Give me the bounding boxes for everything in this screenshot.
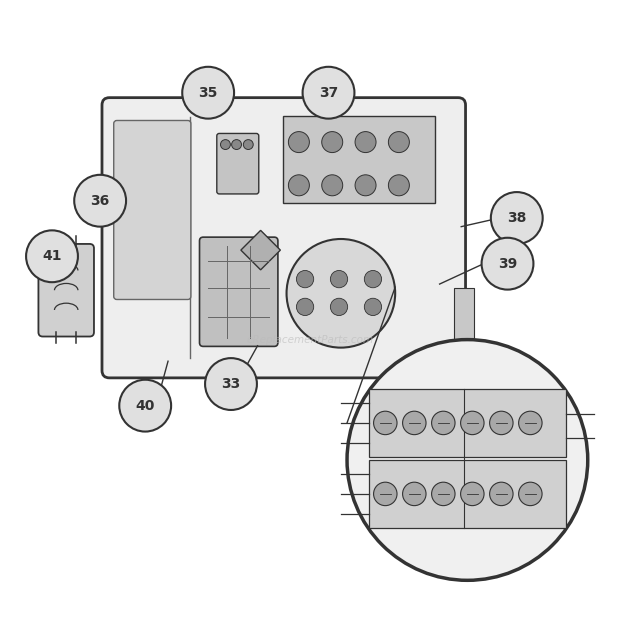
- Text: 37: 37: [319, 86, 338, 100]
- Circle shape: [322, 175, 343, 196]
- Circle shape: [221, 140, 231, 149]
- Circle shape: [518, 411, 542, 434]
- Circle shape: [74, 175, 126, 226]
- Circle shape: [388, 132, 409, 153]
- Circle shape: [490, 482, 513, 506]
- FancyBboxPatch shape: [200, 237, 278, 347]
- Circle shape: [374, 411, 397, 434]
- Circle shape: [322, 132, 343, 153]
- FancyBboxPatch shape: [369, 460, 566, 528]
- Circle shape: [296, 270, 314, 287]
- Circle shape: [432, 411, 455, 434]
- Text: 35: 35: [198, 86, 218, 100]
- Circle shape: [232, 140, 241, 149]
- Circle shape: [296, 298, 314, 315]
- Text: 36: 36: [91, 194, 110, 208]
- Circle shape: [365, 298, 381, 315]
- Circle shape: [402, 482, 426, 506]
- Circle shape: [330, 270, 348, 287]
- Circle shape: [243, 140, 253, 149]
- Circle shape: [26, 230, 78, 282]
- Text: 33: 33: [221, 377, 241, 391]
- Circle shape: [119, 380, 171, 432]
- Text: eReplacementParts.com: eReplacementParts.com: [246, 335, 374, 345]
- Circle shape: [355, 175, 376, 196]
- Circle shape: [432, 482, 455, 506]
- FancyBboxPatch shape: [217, 134, 259, 194]
- Circle shape: [288, 132, 309, 153]
- Circle shape: [365, 270, 381, 287]
- Circle shape: [205, 358, 257, 410]
- FancyBboxPatch shape: [454, 287, 474, 341]
- FancyBboxPatch shape: [369, 389, 566, 457]
- Circle shape: [182, 67, 234, 119]
- Text: 38: 38: [507, 211, 526, 225]
- Circle shape: [303, 67, 355, 119]
- Text: 40: 40: [136, 399, 155, 413]
- FancyBboxPatch shape: [38, 244, 94, 336]
- FancyBboxPatch shape: [102, 98, 466, 378]
- Circle shape: [374, 482, 397, 506]
- Circle shape: [518, 482, 542, 506]
- Circle shape: [490, 411, 513, 434]
- Text: 39: 39: [498, 257, 517, 271]
- Circle shape: [347, 340, 588, 580]
- Circle shape: [330, 298, 348, 315]
- Circle shape: [461, 482, 484, 506]
- Circle shape: [355, 132, 376, 153]
- Circle shape: [288, 175, 309, 196]
- FancyBboxPatch shape: [283, 116, 435, 203]
- Polygon shape: [241, 230, 280, 270]
- FancyBboxPatch shape: [113, 120, 191, 300]
- Circle shape: [402, 411, 426, 434]
- Circle shape: [461, 411, 484, 434]
- Circle shape: [388, 175, 409, 196]
- Circle shape: [482, 238, 533, 289]
- Text: 41: 41: [42, 249, 62, 263]
- Circle shape: [491, 192, 542, 244]
- Circle shape: [286, 239, 395, 348]
